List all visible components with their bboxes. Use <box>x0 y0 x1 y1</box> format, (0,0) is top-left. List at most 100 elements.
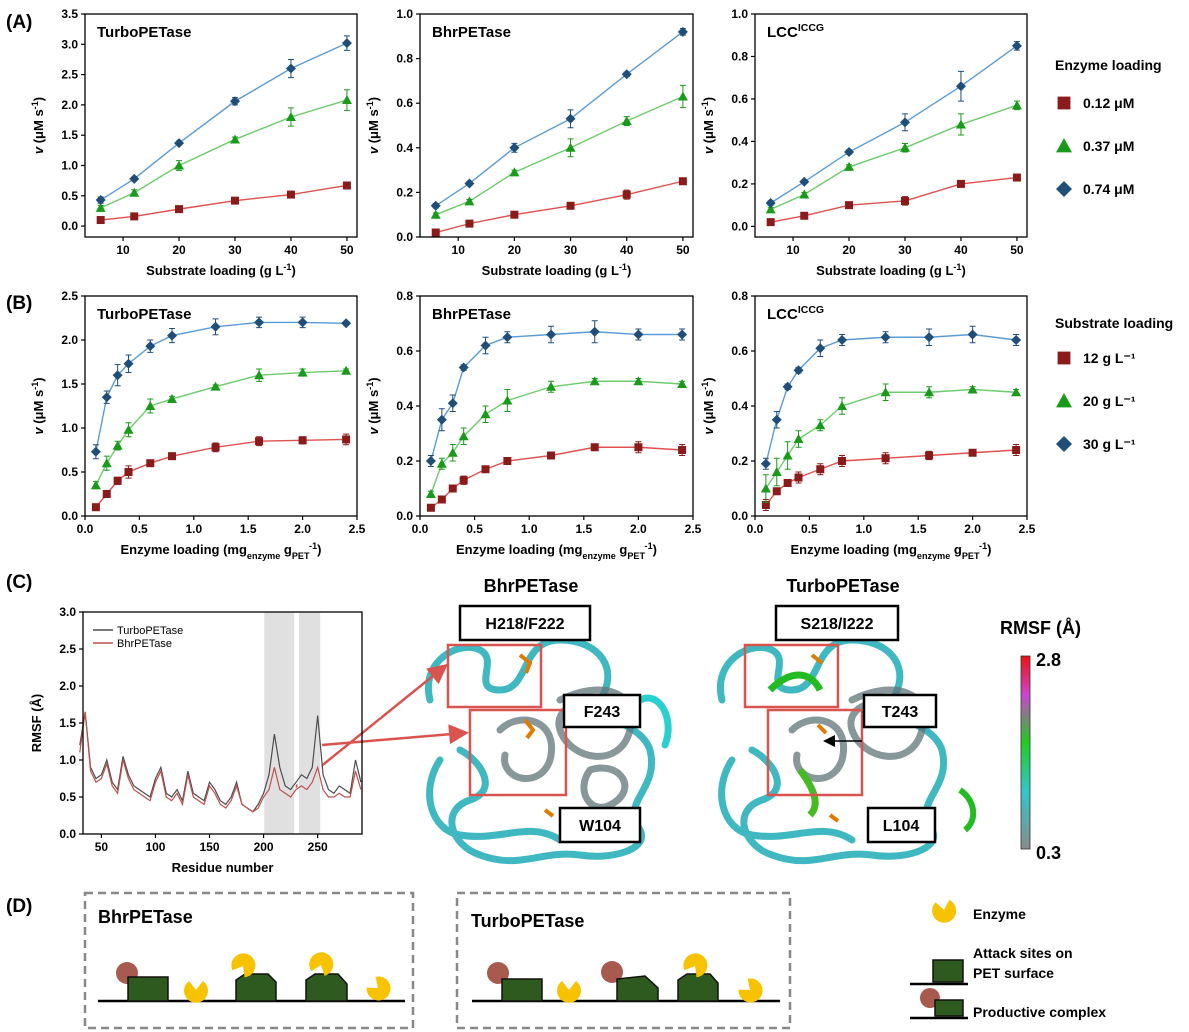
marker <box>1011 100 1022 110</box>
label-part: g <box>280 542 292 557</box>
marker <box>112 440 123 450</box>
marker <box>565 142 576 152</box>
marker <box>175 205 184 214</box>
y-tick-label: 0.6 <box>731 344 748 358</box>
marker <box>447 447 458 457</box>
marker <box>1012 173 1021 182</box>
marker <box>481 465 490 474</box>
label-part: ) <box>987 542 991 557</box>
marker <box>1056 181 1072 198</box>
label-part: (μM s <box>366 390 381 428</box>
marker <box>621 69 632 80</box>
chart: 0.0 0.2 0.4 0.6 0.8 0.0 0.5 1.0 1.5 2.0 2.5 BhrPETa… <box>365 289 702 561</box>
fit-line <box>95 321 347 452</box>
y-tick-label: 0.2 <box>731 454 748 468</box>
marker <box>837 335 848 345</box>
label-part: -1 <box>283 262 291 272</box>
marker <box>285 63 296 74</box>
label-part: Enzyme loading (mg <box>121 542 247 557</box>
label-part: PET <box>627 551 645 561</box>
marker <box>622 190 631 199</box>
marker <box>677 26 688 37</box>
x-tick-label: 2.0 <box>964 522 981 536</box>
label-part: ICCG <box>798 304 824 316</box>
marker <box>1011 335 1022 345</box>
marker <box>1057 96 1071 110</box>
label-part: (μM s <box>31 109 46 147</box>
fit-line <box>765 388 1017 489</box>
marker <box>123 358 134 369</box>
x-tick-label: 0.0 <box>412 522 429 536</box>
panel-label: (C) <box>6 572 32 593</box>
fit-line <box>770 45 1018 204</box>
marker <box>772 487 781 496</box>
y-tick-label: 1.0 <box>59 753 76 767</box>
marker <box>102 490 111 498</box>
marker <box>436 414 447 425</box>
marker <box>448 484 457 493</box>
marker <box>130 212 139 221</box>
x-tick-label: 0.5 <box>466 522 483 536</box>
label-part: v <box>366 146 381 154</box>
residue-label: H218/F222 <box>485 616 564 633</box>
label-part: ) <box>627 263 631 278</box>
fit-line <box>765 449 1017 506</box>
y-tick-label: 0.2 <box>731 177 748 191</box>
fit-line <box>435 95 684 216</box>
marker <box>167 393 178 403</box>
x-tick-label: 150 <box>200 840 220 854</box>
marker <box>968 448 977 457</box>
label-part: v <box>366 427 381 435</box>
y-tick-label: 2.5 <box>61 289 78 303</box>
label-part: -1 <box>953 262 961 272</box>
y-tick-label: 0.4 <box>396 399 413 413</box>
schematic-legend: Attack sites on <box>973 945 1073 961</box>
plot-frame <box>82 611 363 835</box>
label-part: LCC <box>767 24 798 41</box>
chart-title: LCCICCG <box>767 304 824 323</box>
structure-title: TurboPETase <box>786 576 899 596</box>
marker <box>880 387 891 397</box>
marker <box>955 81 966 92</box>
schematic-title: TurboPETase <box>471 911 584 931</box>
marker <box>509 167 520 177</box>
marker <box>255 437 264 446</box>
fit-line <box>100 99 348 209</box>
fit-line <box>95 370 347 486</box>
marker <box>794 473 803 482</box>
x-tick-label: 2.5 <box>685 522 702 536</box>
residue-label: T243 <box>882 704 919 721</box>
label-part: Enzyme loading (mg <box>791 542 917 557</box>
plot-frame <box>754 295 1028 517</box>
y-tick-label: 2.5 <box>61 68 78 82</box>
marker <box>129 187 140 197</box>
y-tick-label: 1.5 <box>61 128 78 142</box>
x-tick-label: 200 <box>254 840 274 854</box>
plot-frame <box>84 13 358 238</box>
plot-frame <box>754 13 1028 238</box>
x-tick-label: 10 <box>116 243 130 257</box>
label-part: g <box>950 542 962 557</box>
structure-title: BhrPETase <box>484 576 579 596</box>
marker <box>509 142 520 153</box>
x-tick-label: 2.0 <box>294 522 311 536</box>
label-part: (μM s <box>701 390 716 428</box>
legend-title: Enzyme loading <box>1055 57 1162 73</box>
marker <box>925 451 934 460</box>
label-part: (μM s <box>31 390 46 428</box>
panel-label: (A) <box>6 12 32 33</box>
marker <box>465 219 474 228</box>
label-part: enzyme <box>917 551 950 561</box>
marker <box>168 452 177 461</box>
x-tick-label: 1.0 <box>185 522 202 536</box>
label-part: -1 <box>619 262 627 272</box>
marker <box>590 443 599 452</box>
y-tick-label: 0.5 <box>59 790 76 804</box>
marker <box>899 142 910 152</box>
label-part: Substrate loading (g L <box>482 263 619 278</box>
marker <box>425 489 436 498</box>
marker <box>211 443 220 452</box>
x-tick-label: 1.5 <box>910 522 927 536</box>
marker <box>502 332 513 343</box>
highlight-boxes <box>446 643 864 797</box>
